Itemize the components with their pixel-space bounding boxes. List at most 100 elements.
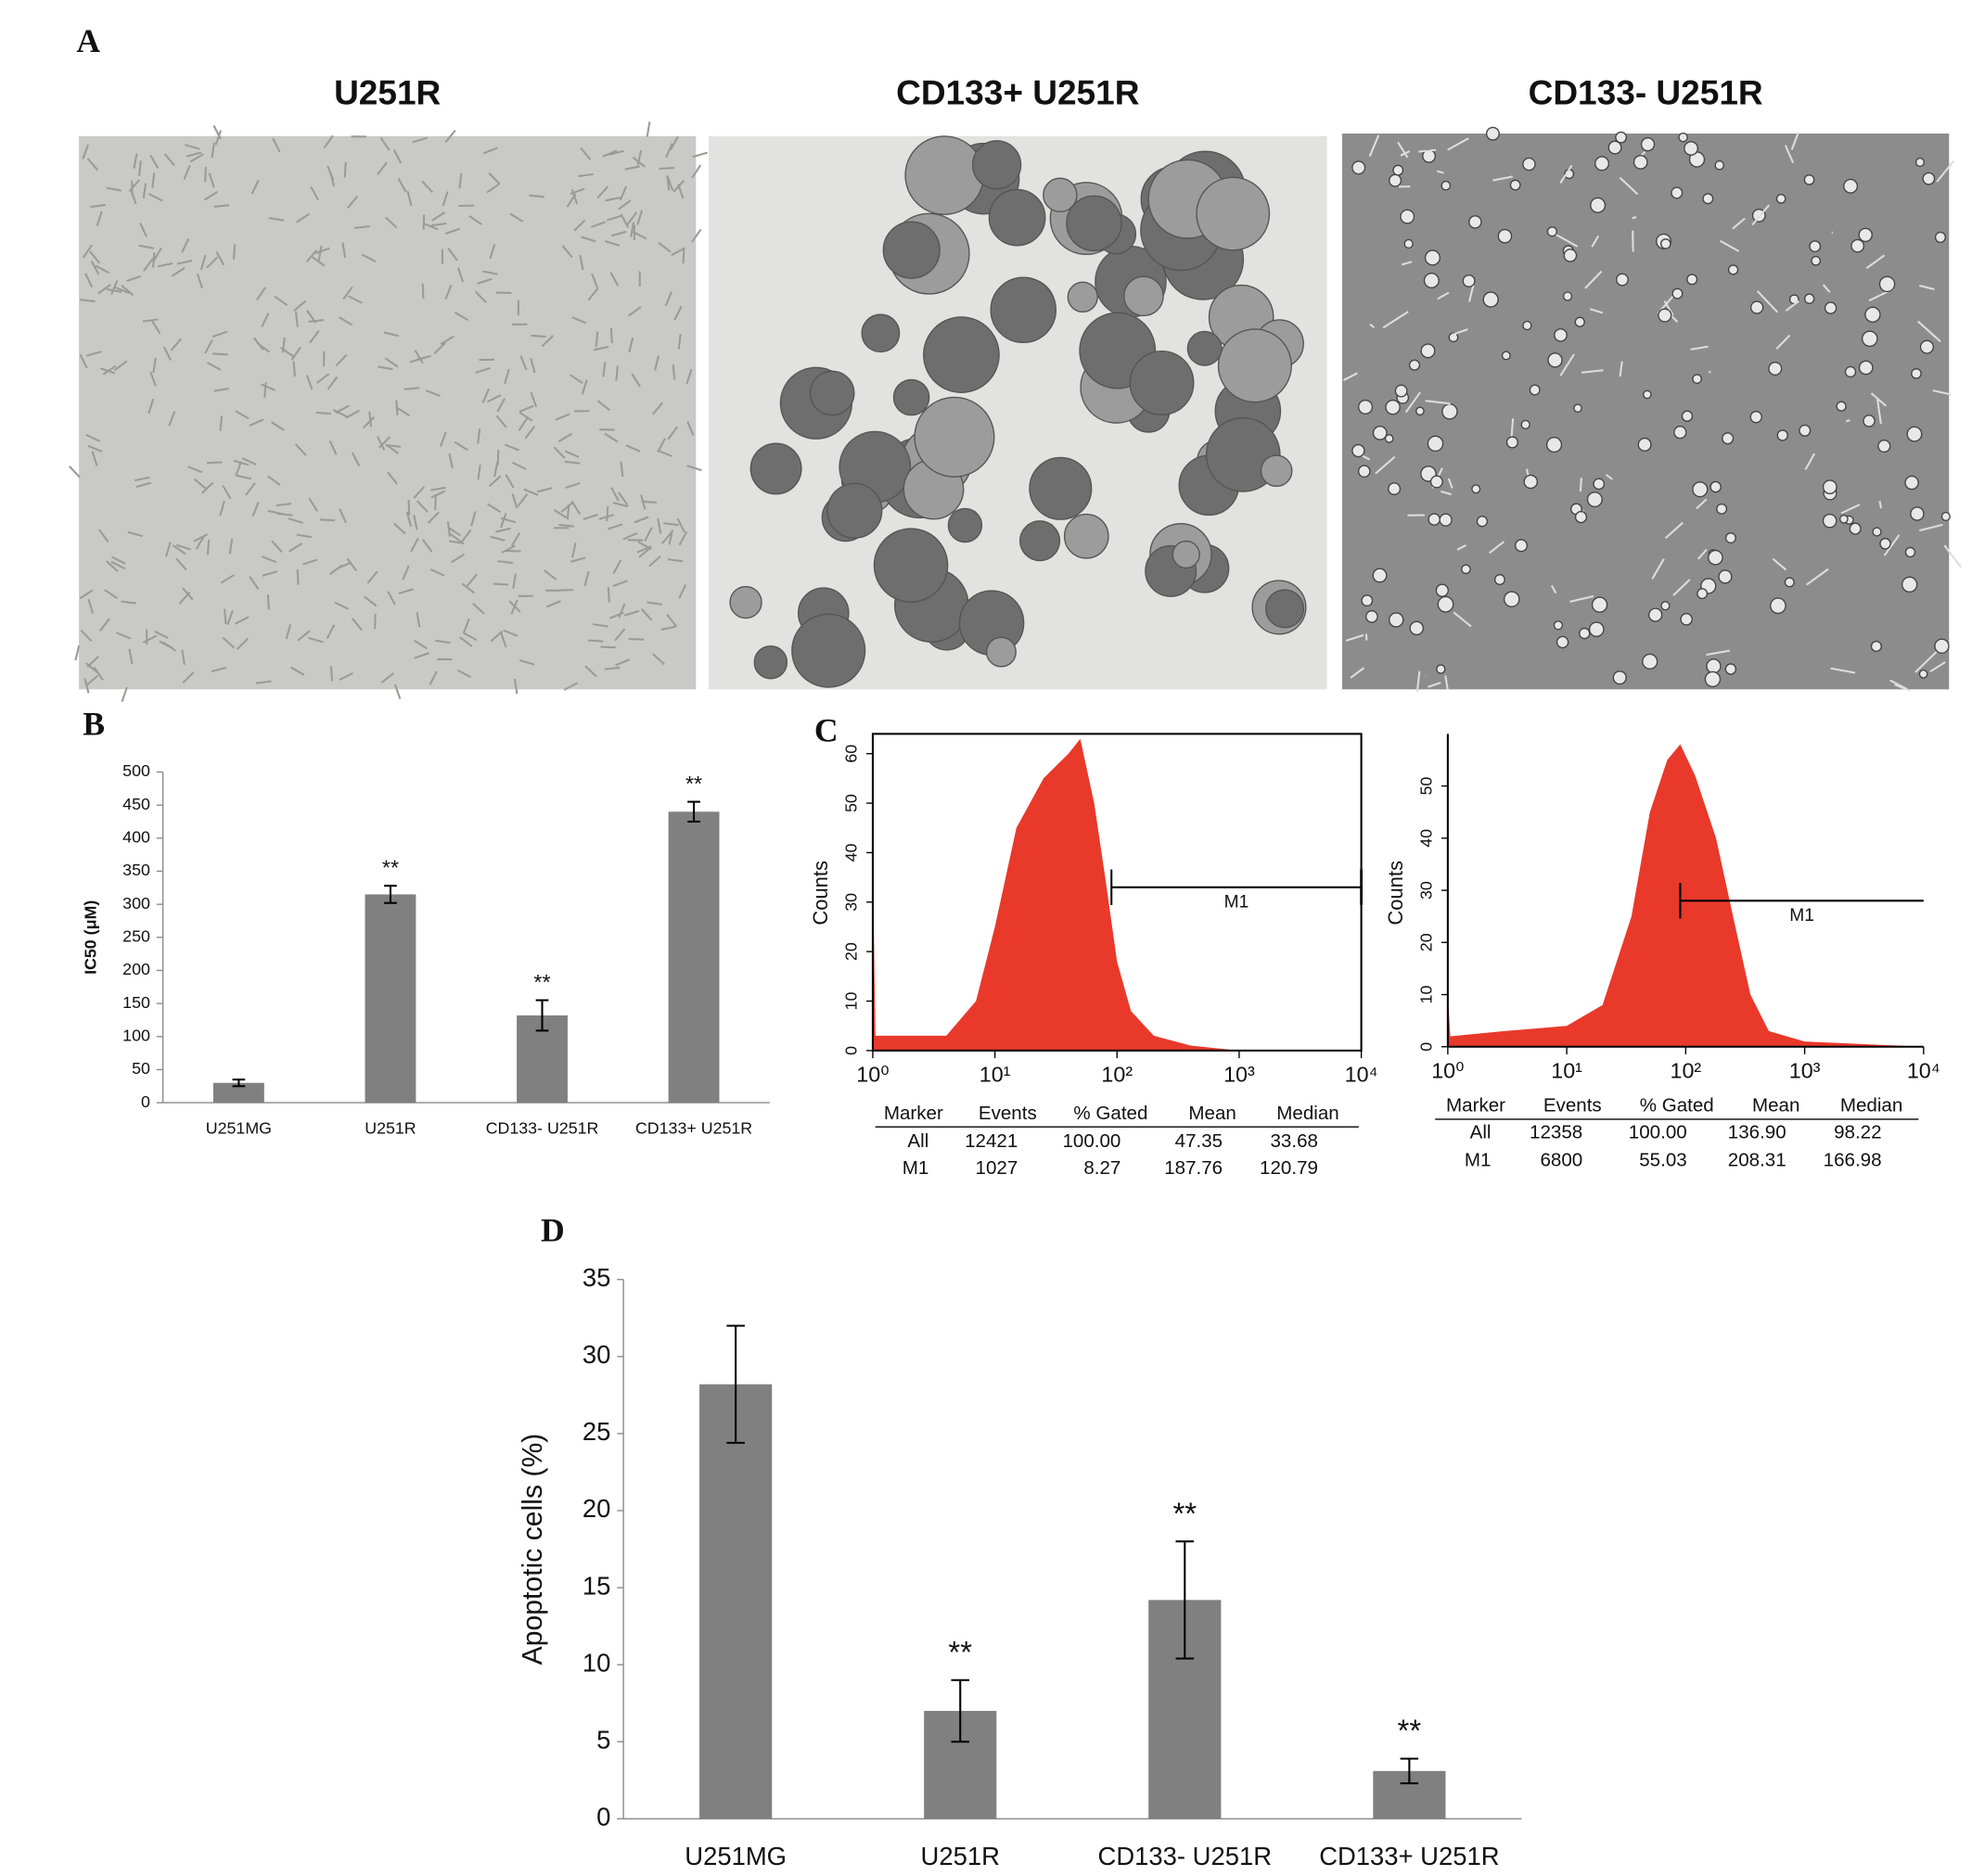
cell: [308, 319, 325, 323]
cell: [80, 629, 93, 643]
table-header: % Gated: [1640, 1095, 1714, 1117]
process: [1437, 291, 1450, 300]
cell: [352, 618, 364, 632]
cell: [1704, 670, 1722, 688]
cell: [226, 610, 234, 626]
sphere: [971, 140, 1022, 190]
cell: [276, 512, 293, 517]
cell: [86, 656, 99, 669]
cell: [1351, 443, 1365, 458]
y-tick-label: 10: [842, 992, 861, 1011]
cell: [518, 417, 529, 431]
cell: [1545, 437, 1563, 453]
cell: [660, 531, 673, 544]
x-tick-label: 10⁰: [1431, 1058, 1464, 1082]
table-cell: 100.00: [1062, 1130, 1120, 1152]
y-tick-label: 0: [842, 1046, 861, 1055]
cell: [413, 514, 418, 530]
cell: [1593, 478, 1606, 491]
sphere: [1067, 281, 1098, 313]
process: [1619, 176, 1639, 196]
cell: [1878, 275, 1896, 293]
process: [1489, 541, 1505, 555]
cell: [414, 652, 429, 659]
cell: [493, 582, 509, 586]
cell: [1415, 406, 1425, 416]
cell: [600, 645, 616, 649]
cell: [397, 178, 407, 193]
cell: [86, 158, 99, 172]
process: [1404, 391, 1421, 414]
cell: [678, 584, 687, 599]
cell: [98, 618, 110, 632]
cell: [1423, 273, 1440, 289]
process: [1706, 649, 1731, 657]
process: [1436, 170, 1444, 174]
process: [1696, 498, 1708, 510]
cell: [1775, 193, 1786, 204]
cell: [495, 415, 507, 428]
sphere: [1217, 328, 1292, 403]
cell: [493, 461, 499, 478]
cell: [90, 203, 106, 209]
cell: [393, 522, 406, 535]
cell: [595, 331, 599, 348]
cell: [624, 165, 640, 171]
cell: [219, 500, 225, 517]
process: [1452, 328, 1468, 336]
cell: [105, 560, 119, 572]
x-tick-label: 10³: [1789, 1058, 1821, 1082]
cell: [569, 374, 583, 385]
process: [1553, 232, 1579, 248]
cell: [1643, 389, 1652, 400]
cell: [1427, 435, 1444, 453]
cell: [545, 600, 561, 608]
cell: [1809, 240, 1822, 253]
y-tick-label: 0: [1417, 1042, 1436, 1052]
significance: **: [382, 856, 399, 880]
cell: [1441, 180, 1452, 191]
cell: [1716, 503, 1728, 515]
process: [1720, 239, 1740, 252]
cell: [477, 464, 481, 480]
histogram-area: [872, 738, 1362, 1051]
cell: [206, 461, 223, 465]
cell: [110, 280, 119, 296]
cell: [339, 508, 347, 524]
cell: [482, 147, 498, 155]
cell: [1659, 238, 1671, 249]
cell: [332, 409, 348, 418]
cell: [315, 373, 330, 384]
cell: [152, 247, 162, 262]
cell: [175, 543, 192, 551]
sphere: [1196, 176, 1271, 251]
cell: [565, 481, 581, 490]
cell: [378, 436, 391, 449]
cell: [305, 375, 314, 390]
cell: [201, 481, 214, 494]
process: [1822, 284, 1831, 293]
cell: [1686, 274, 1698, 286]
cell: [487, 503, 502, 514]
cell: [1573, 403, 1582, 413]
cell: [425, 389, 441, 398]
process: [1492, 175, 1513, 182]
cell: [151, 172, 156, 188]
cell: [654, 355, 660, 371]
cell: [667, 558, 684, 563]
cell: [580, 147, 592, 160]
process: [1559, 164, 1573, 184]
cell: [622, 531, 638, 541]
cell: [339, 316, 353, 326]
significance: **: [1172, 1496, 1197, 1530]
cell: [468, 214, 482, 225]
cell: [429, 670, 438, 685]
cell: [1836, 401, 1847, 412]
cell: [416, 500, 429, 513]
cell: [591, 221, 607, 228]
cell: [308, 636, 324, 644]
process: [1883, 534, 1901, 556]
cell: [596, 400, 611, 412]
cell: [636, 210, 644, 225]
cell: [495, 527, 511, 533]
